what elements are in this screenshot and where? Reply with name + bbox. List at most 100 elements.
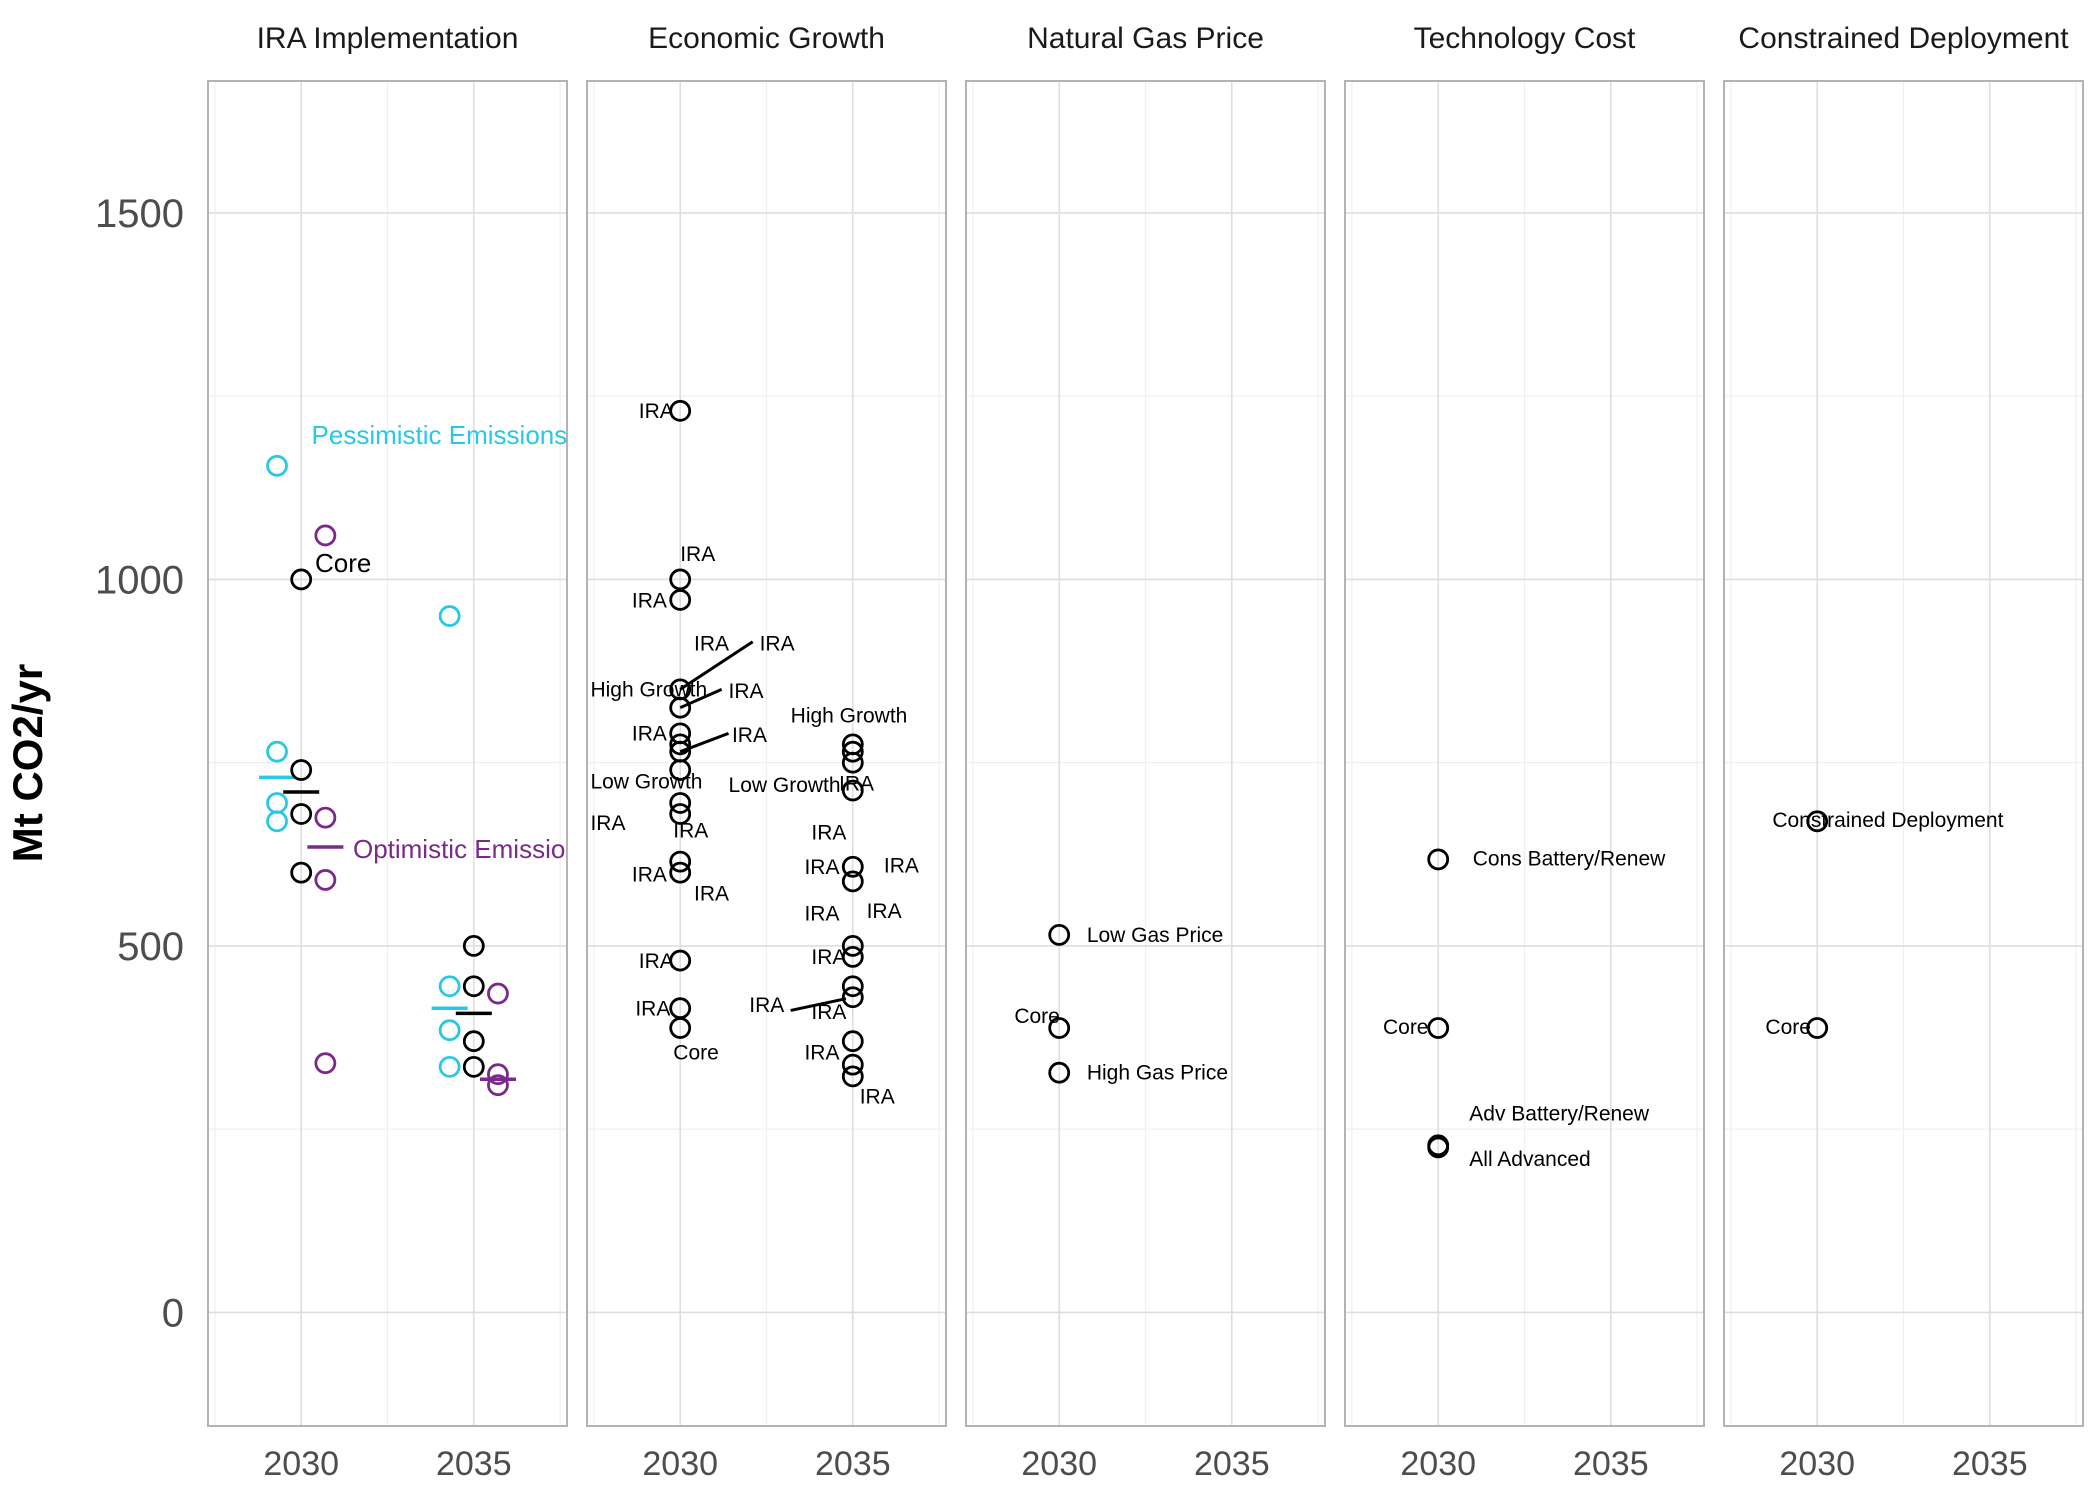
facet-title: Technology Cost <box>1414 22 1636 55</box>
point-label: High Gas Price <box>1087 1061 1228 1084</box>
facet-title: IRA Implementation <box>257 22 519 55</box>
data-point <box>487 1074 509 1097</box>
point-label: IRA <box>811 946 846 969</box>
point-label: IRA <box>694 882 729 905</box>
point-label: IRA <box>590 812 625 835</box>
data-point <box>1806 1017 1829 1039</box>
point-label: IRA <box>760 633 795 656</box>
data-point <box>841 751 864 774</box>
data-point <box>669 589 692 611</box>
data-point <box>438 975 461 998</box>
point-label: IRA <box>884 855 919 878</box>
data-point <box>462 935 485 957</box>
facet-panels: 0 500 1000 1500 IRA Implementation 2030 2035 Pe… <box>95 22 2084 1483</box>
point-label: Optimistic Emissions <box>353 834 593 864</box>
data-point <box>266 792 288 814</box>
point-label: IRA <box>632 723 667 746</box>
data-point <box>669 696 692 719</box>
data-point <box>314 806 337 829</box>
point-label: IRA <box>804 856 839 879</box>
data-point <box>487 982 509 1005</box>
data-point <box>669 792 692 814</box>
data-point <box>266 740 288 763</box>
data-point <box>841 855 864 878</box>
y-tick-label: 1000 <box>95 558 184 602</box>
point-label: IRA <box>639 400 674 423</box>
point-label: IRA <box>804 1042 839 1065</box>
point-label: Pessimistic Emissions <box>312 420 568 450</box>
y-axis-title: Mt CO2/yr <box>4 664 51 862</box>
data-point <box>841 975 864 998</box>
x-tick-label: 2035 <box>1573 1445 1649 1483</box>
data-point <box>438 1019 461 1042</box>
data-point <box>841 1030 864 1053</box>
data-point <box>266 454 288 477</box>
point-label: Cons Battery/Renew <box>1473 847 1666 870</box>
label-leader-line <box>790 997 847 1012</box>
point-label: Core <box>1014 1005 1060 1028</box>
facet-title: Constrained Deployment <box>1738 22 2069 55</box>
facet-title: Economic Growth <box>648 22 885 55</box>
point-label: Core <box>315 548 371 578</box>
data-point <box>290 803 313 825</box>
point-label: Low Gas Price <box>1087 924 1224 947</box>
data-point <box>487 1063 509 1086</box>
facet-panel: Natural Gas Price 2030 2035 Low Gas Price Co… <box>965 22 1326 1483</box>
data-point <box>290 568 313 591</box>
data-point <box>841 945 864 968</box>
x-tick-label: 2030 <box>1779 1445 1855 1483</box>
y-tick-label: 0 <box>162 1291 184 1335</box>
point-label: IRA <box>811 1001 846 1024</box>
point-label: Core <box>1383 1016 1429 1039</box>
point-label: All Advanced <box>1469 1148 1590 1171</box>
y-tick-label: 1500 <box>95 192 184 236</box>
point-label: Adv Battery/Renew <box>1469 1102 1650 1125</box>
data-point <box>669 1017 692 1039</box>
data-point <box>1048 1061 1071 1084</box>
data-point <box>841 740 864 763</box>
label-leader-line <box>679 640 754 691</box>
data-point <box>669 733 692 756</box>
data-point <box>462 975 485 998</box>
x-tick-label: 2035 <box>1194 1445 1270 1483</box>
data-point <box>1048 924 1071 946</box>
data-point <box>841 935 864 957</box>
point-label: Low Growth <box>729 774 841 797</box>
point-label: IRA <box>673 819 708 842</box>
data-point <box>841 779 864 802</box>
point-label: IRA <box>729 680 764 703</box>
data-point <box>1048 1017 1071 1039</box>
data-point <box>841 870 864 893</box>
point-label: IRA <box>639 950 674 973</box>
data-point <box>841 1053 864 1076</box>
data-point <box>669 949 692 972</box>
y-tick-label: 500 <box>117 925 184 969</box>
point-label: IRA <box>635 998 670 1021</box>
data-point <box>266 810 288 833</box>
data-point <box>1806 810 1829 833</box>
point-label: IRA <box>839 773 874 796</box>
facet-panel: IRA Implementation 2030 2035 Pessimistic Em… <box>207 22 593 1483</box>
point-label: IRA <box>680 543 715 566</box>
point-label: High Growth <box>590 679 707 702</box>
data-point <box>314 869 337 891</box>
facet-title: Natural Gas Price <box>1027 22 1264 55</box>
point-label: IRA <box>694 633 729 656</box>
panel-frame <box>965 80 1326 1427</box>
x-tick-label: 2030 <box>642 1445 718 1483</box>
x-tick-label: 2030 <box>1400 1445 1476 1483</box>
data-point <box>314 1052 337 1075</box>
point-label: IRA <box>860 1085 895 1108</box>
data-point <box>669 568 692 591</box>
panel-frame <box>1344 80 1705 1427</box>
data-point <box>669 850 692 873</box>
point-label: IRA <box>632 863 667 886</box>
x-tick-label: 2030 <box>263 1445 339 1483</box>
x-tick-label: 2035 <box>1952 1445 2028 1483</box>
data-point <box>462 1055 485 1078</box>
point-label: IRA <box>804 902 839 925</box>
label-leader-line <box>679 687 723 710</box>
data-point <box>290 759 313 781</box>
point-label: IRA <box>732 724 767 747</box>
